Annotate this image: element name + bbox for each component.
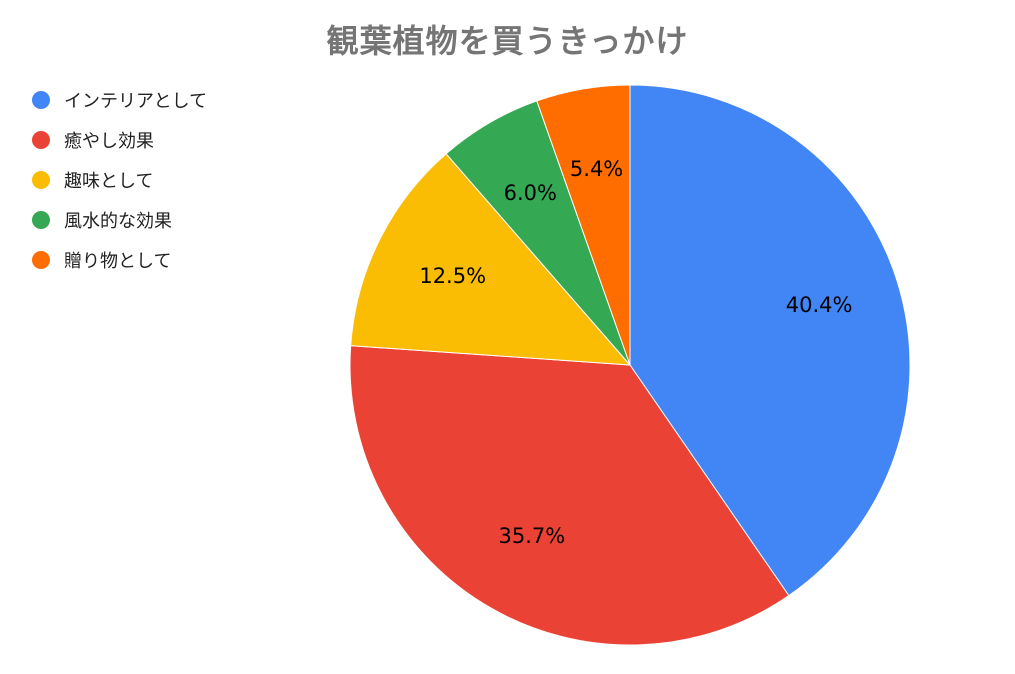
slice-data-label: 40.4% xyxy=(786,293,853,317)
legend-label: 風水的な効果 xyxy=(64,211,172,232)
pie-slice xyxy=(350,153,632,366)
legend-item: 風水的な効果 xyxy=(32,200,207,240)
chart-title: 観葉植物を買うきっかけ xyxy=(326,22,689,60)
slice-data-label: 6.0% xyxy=(504,181,557,205)
legend-label: 趣味として xyxy=(64,171,154,192)
legend-label: 癒やし効果 xyxy=(64,131,154,152)
legend-item: 癒やし効果 xyxy=(32,120,207,160)
legend-swatch xyxy=(32,211,50,229)
legend-label: インテリアとして xyxy=(64,91,208,112)
slice-data-label: 35.7% xyxy=(499,524,566,548)
legend-label: 贈り物として xyxy=(64,251,172,272)
pie-slice xyxy=(349,345,790,646)
legend-swatch xyxy=(32,251,50,269)
legend: インテリアとして 癒やし効果趣味として風水的な効果 贈り物として xyxy=(32,80,207,280)
legend-item: 趣味として xyxy=(32,160,207,200)
legend-swatch xyxy=(32,91,50,109)
legend-item: インテリアとして xyxy=(32,80,207,120)
legend-swatch xyxy=(32,131,50,149)
pie-slice xyxy=(629,84,911,597)
slice-data-label: 12.5% xyxy=(419,264,486,288)
legend-item: 贈り物として xyxy=(32,240,207,280)
legend-swatch xyxy=(32,171,50,189)
pie-slice xyxy=(536,84,631,366)
slice-data-label: 5.4% xyxy=(570,157,623,181)
